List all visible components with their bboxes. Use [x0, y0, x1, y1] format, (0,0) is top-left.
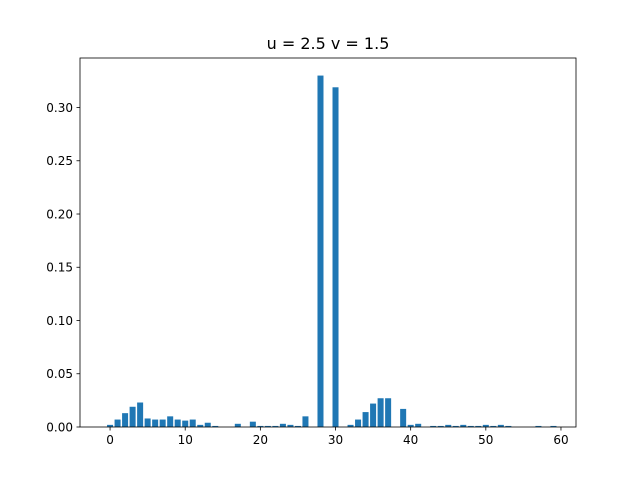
- bar-32: [347, 424, 354, 427]
- y-tick-label: 0.30: [46, 101, 73, 115]
- x-tick-label: 30: [328, 433, 343, 447]
- bar-21: [264, 425, 271, 427]
- bar-49: [475, 425, 482, 427]
- bar-40: [407, 424, 414, 427]
- bar-36: [377, 398, 384, 427]
- bar-48: [467, 425, 474, 427]
- x-tick-label: 20: [253, 433, 268, 447]
- x-axis: 0 10 20 30 40 50 60: [106, 427, 569, 447]
- bar-53: [505, 425, 512, 427]
- bar-52: [497, 424, 504, 427]
- bar-25: [294, 425, 301, 427]
- bar-47: [460, 424, 467, 427]
- x-tick-label: 60: [553, 433, 568, 447]
- bar-33: [355, 419, 362, 427]
- bar-51: [490, 425, 497, 427]
- bars-group: [107, 75, 557, 427]
- bar-41: [415, 423, 422, 427]
- chart-title: u = 2.5 v = 1.5: [267, 34, 390, 53]
- bar-14: [212, 425, 219, 427]
- bar-19: [249, 421, 256, 427]
- bar-8: [167, 416, 174, 427]
- bar-10: [182, 420, 189, 427]
- bar-0: [107, 424, 114, 427]
- bar-13: [204, 422, 211, 427]
- bar-1: [114, 419, 121, 427]
- y-tick-label: 0.10: [46, 314, 73, 328]
- y-tick-label: 0.05: [46, 367, 73, 381]
- bar-5: [144, 418, 151, 427]
- bar-12: [197, 424, 204, 427]
- bar-44: [437, 425, 444, 427]
- bar-35: [370, 403, 377, 427]
- bar-30: [332, 87, 339, 427]
- x-tick-label: 0: [106, 433, 114, 447]
- y-tick-label: 0.00: [46, 420, 73, 434]
- bar-7: [159, 419, 166, 427]
- bar-34: [362, 412, 369, 427]
- bar-3: [129, 406, 136, 427]
- bar-45: [445, 424, 452, 427]
- bar-23: [279, 423, 286, 427]
- bar-22: [272, 425, 279, 427]
- plot-frame: [79, 57, 577, 428]
- bar-11: [189, 419, 196, 427]
- bar-50: [482, 424, 489, 427]
- bar-57: [535, 425, 542, 427]
- bar-39: [400, 408, 407, 427]
- bar-43: [430, 425, 437, 427]
- bar-20: [257, 425, 264, 427]
- bar-24: [287, 424, 294, 427]
- x-tick-label: 50: [478, 433, 493, 447]
- bar-17: [234, 423, 241, 427]
- bar-28: [317, 75, 324, 427]
- y-tick-label: 0.15: [46, 261, 73, 275]
- bar-46: [452, 425, 459, 427]
- y-axis: 0.00 0.05 0.10 0.15 0.20 0.25 0.30: [46, 101, 80, 434]
- bar-37: [385, 398, 392, 427]
- bar-2: [122, 413, 129, 427]
- y-tick-label: 0.25: [46, 154, 73, 168]
- bar-59: [550, 425, 557, 427]
- bar-26: [302, 416, 309, 427]
- x-tick-label: 40: [403, 433, 418, 447]
- bar-6: [152, 419, 159, 427]
- y-tick-label: 0.20: [46, 207, 73, 221]
- x-tick-label: 10: [178, 433, 193, 447]
- bar-9: [174, 419, 181, 427]
- bar-4: [137, 402, 144, 427]
